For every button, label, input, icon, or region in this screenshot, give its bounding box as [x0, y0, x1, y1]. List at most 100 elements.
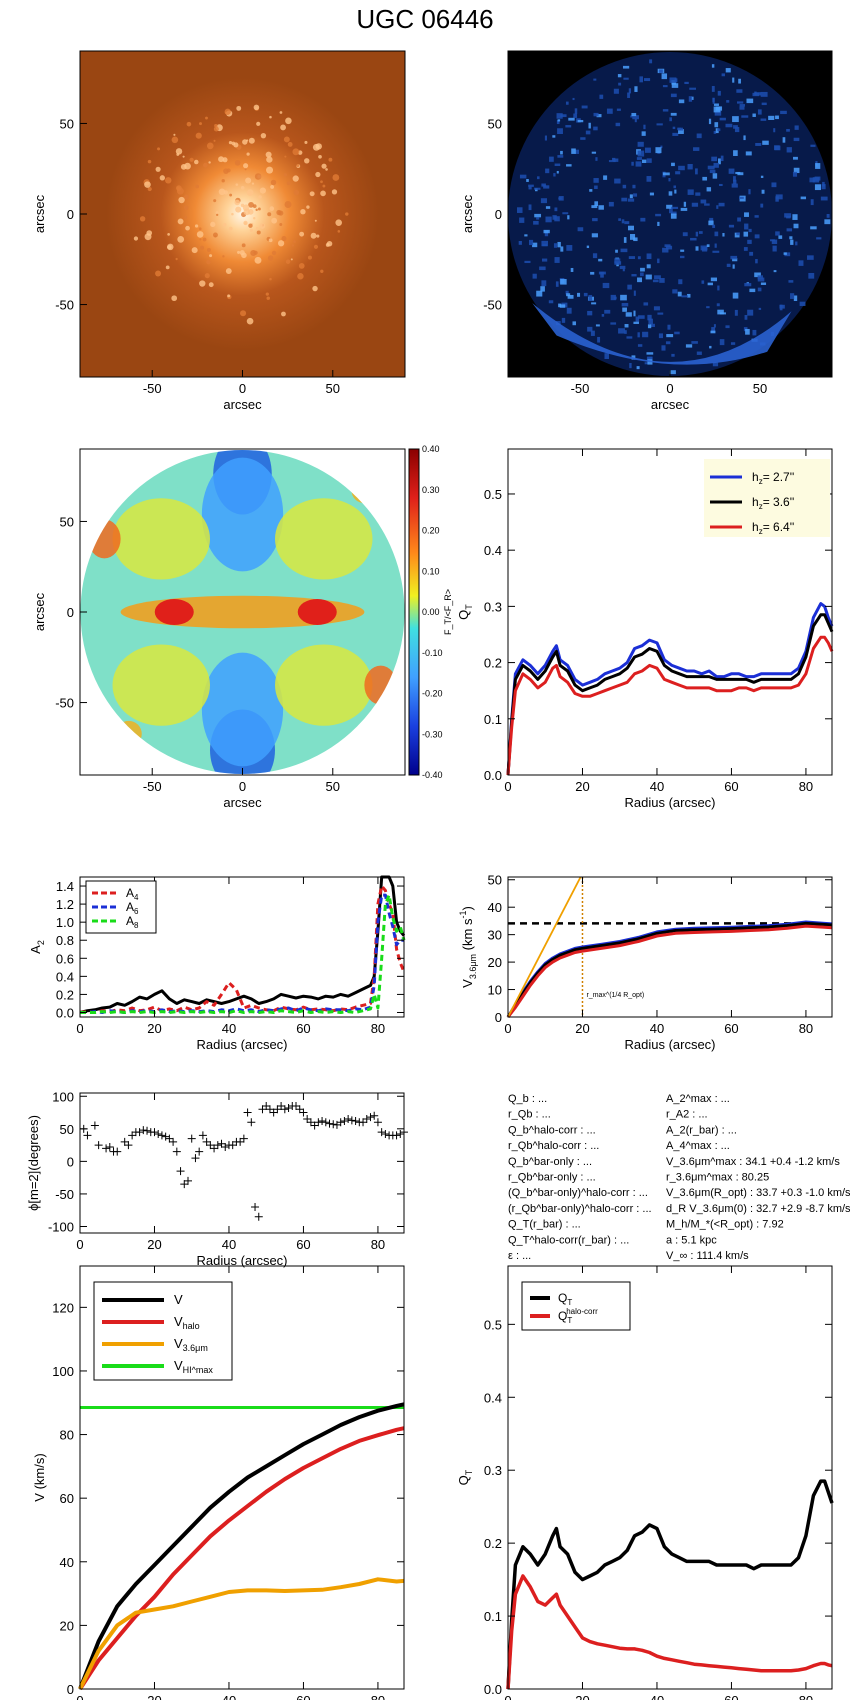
v36-series-line: [506, 924, 833, 1018]
pixel-patch: [720, 155, 724, 162]
star-clump: [241, 243, 246, 248]
star-clump: [228, 226, 233, 231]
pixel-patch: [624, 221, 630, 225]
pixel-patch: [524, 234, 528, 237]
y-tick-label: 0: [67, 605, 74, 620]
pixel-patch: [728, 168, 735, 174]
pixel-patch: [592, 218, 598, 222]
phase-point: [303, 1115, 312, 1124]
plot-frame: [507, 448, 833, 776]
info-right-row: A_4^max : ...: [666, 1140, 730, 1152]
pixel-patch: [643, 124, 646, 130]
legend-label: QThalo-corr: [558, 1307, 598, 1325]
star-clump: [155, 166, 161, 172]
label-part: 2: [36, 940, 46, 945]
pixel-patch: [728, 224, 735, 228]
colorbar-tick-label: -0.10: [422, 648, 443, 658]
colorbar-tick-label: -0.20: [422, 689, 443, 699]
pixel-patch: [622, 184, 627, 189]
star-clump: [206, 259, 211, 265]
phase-point: [366, 1113, 375, 1122]
star-clump: [304, 140, 308, 144]
pixel-patch: [631, 112, 637, 117]
info-left-row: (r_Qb^bar-only)^halo-corr : ...: [508, 1203, 652, 1215]
y-axis-label: arcsec: [32, 194, 47, 233]
pixel-patch: [608, 201, 614, 207]
pixel-patch: [743, 135, 746, 141]
map-disk: [80, 449, 405, 775]
colorbar-tick-label: 0.10: [422, 566, 440, 576]
pixel-patch: [695, 231, 699, 237]
pixel-patch: [633, 321, 639, 324]
pixel-patch: [824, 219, 831, 225]
pixel-patch: [739, 104, 746, 107]
label-part: T: [464, 604, 474, 610]
pixel-patch: [597, 336, 601, 343]
pixel-patch: [618, 82, 622, 86]
phase-point: [262, 1102, 271, 1111]
star-clump: [266, 156, 273, 163]
pixel-patch: [680, 249, 685, 252]
pixel-patch: [541, 240, 548, 247]
label-part: V: [174, 1292, 183, 1307]
pixel-patch: [637, 277, 643, 283]
star-clump: [277, 240, 285, 247]
x-tick-label: 40: [222, 1693, 236, 1700]
star-clump: [253, 104, 260, 111]
pixel-patch: [738, 196, 744, 199]
pixel-patch: [566, 164, 572, 167]
y-tick-label: 0: [67, 1154, 74, 1169]
phase-point: [120, 1137, 129, 1146]
pixel-patch: [646, 158, 652, 163]
pixel-patch: [714, 110, 722, 116]
phase-point: [172, 1147, 181, 1156]
info-right-row: r_A2 : ...: [666, 1109, 708, 1121]
phase-point: [184, 1176, 192, 1185]
pixel-patch: [628, 88, 632, 94]
pixel-patch: [650, 323, 655, 327]
phase-point: [150, 1128, 159, 1137]
pixel-patch: [670, 93, 677, 98]
label-part: V: [174, 1358, 183, 1373]
star-clump: [173, 133, 176, 136]
star-clump: [178, 196, 185, 204]
y-tick-label: 0.6: [56, 951, 74, 966]
pixel-patch: [710, 277, 718, 282]
pixel-patch: [671, 162, 675, 167]
phase-point: [329, 1120, 338, 1129]
pixel-patch: [760, 91, 768, 97]
pixel-patch: [725, 123, 733, 128]
pixel-patch: [757, 287, 762, 292]
phase-point: [340, 1117, 349, 1125]
star-clump: [315, 171, 321, 178]
pixel-patch: [640, 267, 645, 272]
y-tick-label: 60: [60, 1491, 74, 1506]
x-axis-label: arcsec: [651, 397, 690, 412]
pixel-patch: [553, 243, 558, 248]
pixel-patch: [695, 168, 698, 175]
phase-point: [370, 1111, 379, 1120]
pixel-patch: [593, 126, 598, 131]
pixel-patch: [543, 185, 550, 189]
label-part: 3.6μm: [468, 954, 478, 979]
pixel-patch: [646, 253, 652, 260]
pixel-patch: [637, 332, 640, 338]
pixel-patch: [807, 255, 814, 260]
pixel-patch: [637, 141, 644, 147]
star-clump: [269, 206, 275, 211]
y-tick-label: 0.0: [484, 1682, 502, 1697]
pixel-patch: [652, 279, 659, 283]
x-tick-label: 20: [575, 1693, 589, 1700]
star-clump: [218, 188, 226, 196]
x-tick-label: 0: [76, 1237, 83, 1252]
rmax-label: r_max^(1/4 R_opt): [586, 992, 644, 999]
pixel-patch: [681, 295, 688, 298]
pixel-patch: [554, 163, 561, 166]
star-clump: [212, 232, 218, 238]
pixel-patch: [708, 220, 714, 226]
star-clump: [307, 255, 312, 260]
y-tick-label: 120: [52, 1300, 74, 1315]
star-clump: [240, 185, 245, 190]
phase-point: [243, 1108, 252, 1117]
pixel-patch: [744, 223, 749, 230]
